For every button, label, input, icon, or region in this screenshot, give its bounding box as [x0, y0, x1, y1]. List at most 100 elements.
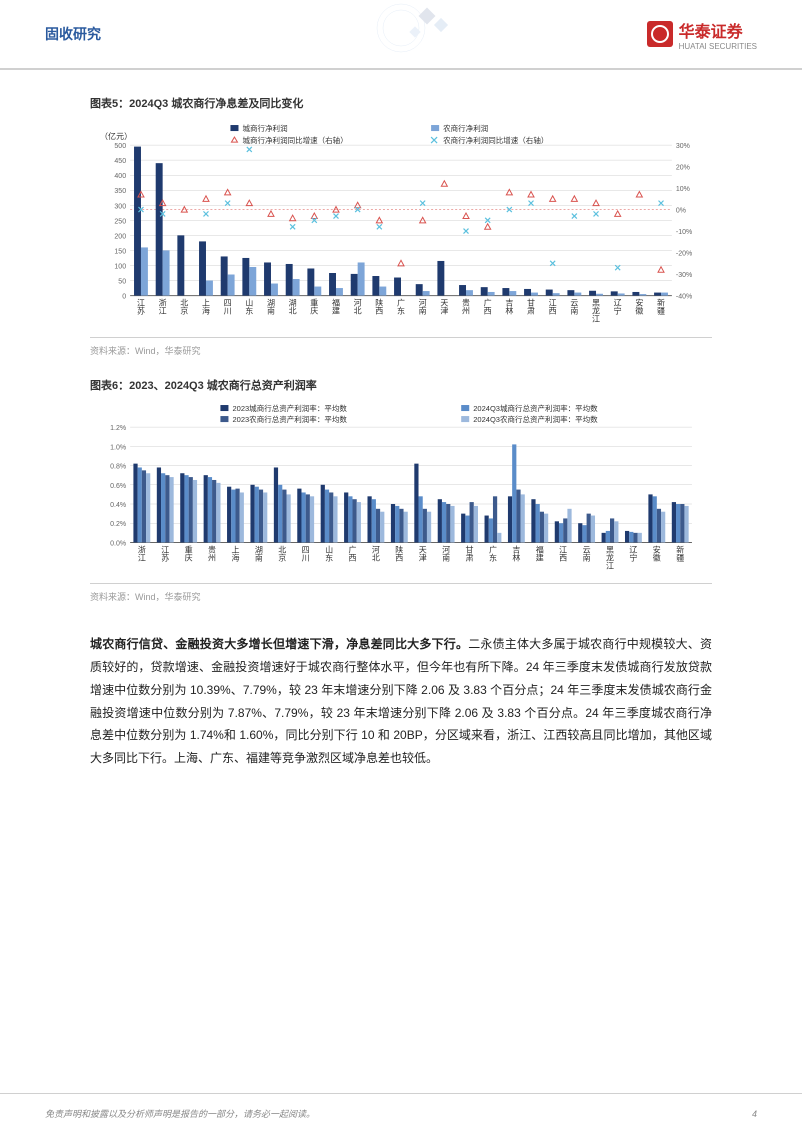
- disclaimer: 免责声明和披露以及分析师声明是报告的一部分，请务必一起阅读。: [45, 1107, 315, 1120]
- svg-text:西: 西: [559, 553, 567, 562]
- svg-text:南: 南: [419, 306, 427, 316]
- svg-text:东: 东: [325, 552, 333, 562]
- svg-text:南: 南: [267, 306, 275, 316]
- svg-text:南: 南: [583, 552, 591, 562]
- svg-text:南: 南: [570, 306, 578, 316]
- svg-text:东: 东: [489, 552, 497, 562]
- svg-text:500: 500: [114, 143, 126, 150]
- svg-text:50: 50: [118, 279, 126, 286]
- para-rest: 二永债主体大多属于城农商行中规模较大、资质较好的，贷款增速、金融投资增速好于城农…: [90, 637, 712, 765]
- svg-text:东: 东: [245, 306, 253, 316]
- svg-text:农商行净利润: 农商行净利润: [443, 123, 488, 133]
- svg-text:（亿元）: （亿元）: [100, 131, 132, 141]
- svg-text:林: 林: [505, 306, 513, 316]
- svg-text:200: 200: [114, 233, 126, 240]
- svg-text:北: 北: [354, 307, 362, 316]
- svg-text:0: 0: [122, 294, 126, 301]
- svg-text:江: 江: [606, 561, 614, 570]
- svg-text:宁: 宁: [629, 552, 637, 562]
- svg-text:0.8%: 0.8%: [110, 463, 126, 470]
- chart6-title: 图表6：2023、2024Q3 城农商行总资产利润率: [90, 377, 712, 393]
- svg-text:林: 林: [512, 552, 520, 562]
- svg-text:300: 300: [114, 203, 126, 210]
- svg-text:建: 建: [332, 306, 340, 316]
- svg-text:津: 津: [440, 306, 448, 316]
- svg-text:2024Q3农商行总资产利润率：平均数: 2024Q3农商行总资产利润率：平均数: [473, 414, 598, 424]
- svg-text:450: 450: [114, 158, 126, 165]
- svg-text:20%: 20%: [676, 165, 690, 172]
- logo-icon: [647, 21, 673, 47]
- svg-text:2023农商行总资产利润率：平均数: 2023农商行总资产利润率：平均数: [232, 414, 347, 424]
- svg-text:0.6%: 0.6%: [110, 482, 126, 489]
- svg-text:肃: 肃: [527, 306, 535, 316]
- svg-text:庆: 庆: [310, 306, 318, 316]
- svg-text:城商行净利润同比增速（右轴）: 城商行净利润同比增速（右轴）: [242, 135, 347, 145]
- svg-text:苏: 苏: [137, 306, 145, 316]
- svg-text:京: 京: [180, 306, 188, 316]
- header-decoration: [301, 0, 501, 55]
- svg-text:2023城商行总资产利润率：平均数: 2023城商行总资产利润率：平均数: [232, 403, 347, 413]
- svg-text:海: 海: [231, 552, 239, 562]
- chart6-source: 资料来源：Wind，华泰研究: [90, 590, 712, 603]
- svg-text:川: 川: [302, 553, 310, 562]
- svg-text:西: 西: [348, 553, 356, 562]
- svg-text:100: 100: [114, 263, 126, 270]
- footer: 免责声明和披露以及分析师声明是报告的一部分，请务必一起阅读。 4: [0, 1093, 802, 1133]
- svg-text:西: 西: [395, 553, 403, 562]
- svg-text:江: 江: [138, 553, 146, 562]
- svg-text:北: 北: [372, 553, 380, 562]
- svg-text:1.2%: 1.2%: [110, 425, 126, 432]
- body-paragraph: 城农商行信贷、金融投资大多增长但增速下滑，净息差同比大多下行。二永债主体大多属于…: [90, 633, 712, 770]
- svg-text:-20%: -20%: [676, 251, 692, 258]
- svg-text:1.0%: 1.0%: [110, 444, 126, 451]
- svg-text:南: 南: [255, 552, 263, 562]
- svg-text:400: 400: [114, 173, 126, 180]
- svg-text:250: 250: [114, 218, 126, 225]
- logo: 华泰证券 HUATAI SECURITIES: [647, 18, 757, 51]
- svg-text:农商行净利润同比增速（右轴）: 农商行净利润同比增速（右轴）: [443, 135, 548, 145]
- chart5-title: 图表5：2024Q3 城农商行净息差及同比变化: [90, 95, 712, 111]
- svg-text:西: 西: [375, 307, 383, 316]
- svg-text:0%: 0%: [676, 208, 686, 215]
- svg-text:京: 京: [278, 552, 286, 562]
- chart5-container: （亿元）050100150200250300350400450500-40%-3…: [90, 115, 712, 338]
- svg-text:城商行净利润: 城商行净利润: [242, 123, 287, 133]
- chart5: （亿元）050100150200250300350400450500-40%-3…: [90, 115, 712, 331]
- chart5-source: 资料来源：Wind，华泰研究: [90, 344, 712, 357]
- chart6: 0.0%0.2%0.4%0.6%0.8%1.0%1.2%浙江江苏重庆贵州上海湖南…: [90, 397, 712, 578]
- svg-text:海: 海: [202, 306, 210, 316]
- svg-text:西: 西: [549, 307, 557, 316]
- svg-text:庆: 庆: [185, 552, 193, 562]
- svg-text:川: 川: [224, 307, 232, 316]
- svg-text:10%: 10%: [676, 186, 690, 193]
- svg-text:-30%: -30%: [676, 272, 692, 279]
- section-title: 固收研究: [45, 24, 101, 44]
- svg-text:津: 津: [419, 552, 427, 562]
- svg-text:北: 北: [289, 307, 297, 316]
- svg-text:建: 建: [536, 552, 544, 562]
- svg-text:30%: 30%: [676, 143, 690, 150]
- svg-text:-10%: -10%: [676, 229, 692, 236]
- svg-text:南: 南: [442, 552, 450, 562]
- svg-text:苏: 苏: [161, 552, 169, 562]
- svg-text:2024Q3城商行总资产利润率：平均数: 2024Q3城商行总资产利润率：平均数: [473, 403, 598, 413]
- svg-text:州: 州: [462, 307, 470, 316]
- para-bold: 城农商行信贷、金融投资大多增长但增速下滑，净息差同比大多下行。: [90, 637, 468, 651]
- page-number: 4: [752, 1109, 757, 1119]
- svg-text:徽: 徽: [653, 552, 661, 562]
- svg-text:-40%: -40%: [676, 294, 692, 301]
- svg-text:0.0%: 0.0%: [110, 540, 126, 547]
- svg-text:150: 150: [114, 248, 126, 255]
- svg-text:疆: 疆: [676, 553, 684, 562]
- logo-subtitle: HUATAI SECURITIES: [679, 42, 757, 51]
- svg-text:宁: 宁: [614, 306, 622, 316]
- svg-text:0.4%: 0.4%: [110, 502, 126, 509]
- svg-text:肃: 肃: [466, 552, 474, 562]
- svg-text:东: 东: [397, 306, 405, 316]
- svg-text:江: 江: [159, 307, 167, 316]
- svg-text:疆: 疆: [657, 307, 665, 316]
- svg-text:州: 州: [208, 553, 216, 562]
- chart6-container: 0.0%0.2%0.4%0.6%0.8%1.0%1.2%浙江江苏重庆贵州上海湖南…: [90, 397, 712, 585]
- svg-text:0.2%: 0.2%: [110, 521, 126, 528]
- svg-text:徽: 徽: [635, 306, 643, 316]
